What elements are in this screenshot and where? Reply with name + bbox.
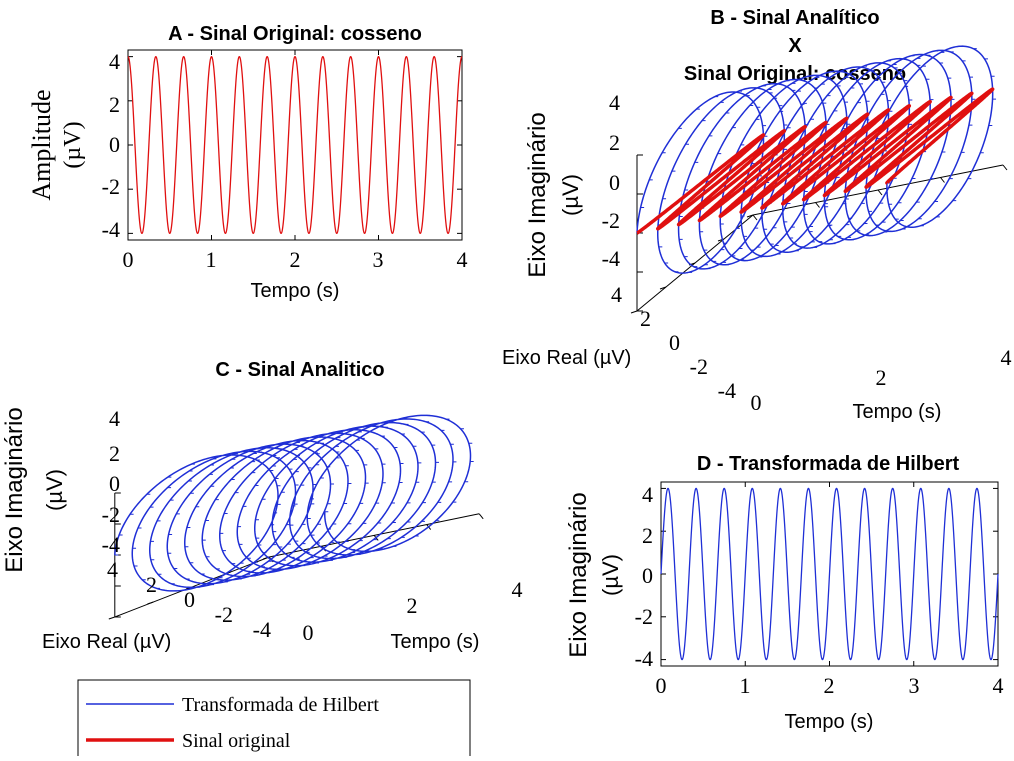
panel-c-imag-tick-m2: -2 [102,502,120,527]
panel-c-imag-tick-4: 4 [109,406,120,431]
panel-b-real-tick-4: 4 [611,282,622,307]
time-tick-mark [1002,164,1008,171]
panel-d-xlabel: Tempo (s) [785,711,874,733]
panel-d-ytick-m4: -4 [635,646,653,671]
panel-b-real-tick-m2: -2 [690,354,708,379]
time-tick-mark [877,189,883,196]
real-tick-mark [659,286,667,290]
panel-c-imag-label-unit: (µV) [42,469,67,511]
panel-d-ylabel-unit: (µV) [598,554,623,596]
panel-c-helix-markers [114,414,474,592]
panel-a-xtick-2: 2 [290,247,301,272]
legend-label-hilbert: Transformada de Hilbert [182,694,379,716]
panel-c-time-tick-0: 0 [303,620,314,645]
panel-c-imag-tick-2: 2 [109,441,120,466]
panel-c-axes-frame [108,492,484,620]
panel-b-time-tick-4: 4 [1001,345,1012,370]
panel-c-imag-tick-m4: -4 [102,532,120,557]
panel-c-time-label: Tempo (s) [391,631,480,653]
panel-b-time-tick-0: 0 [751,390,762,415]
panel-a-ytick-4: 4 [109,49,120,74]
real-tick-mark [147,601,154,605]
panel-c-title: C - Sinal Analitico [215,359,384,381]
panel-d-xtick-4: 4 [993,673,1004,698]
panel-c-imag-tick-0: 0 [109,471,120,496]
panel-d-hilbert-line [660,487,999,661]
panel-a-title: A - Sinal Original: cosseno [168,23,422,45]
panel-a-cosine-line [127,55,463,235]
panel-a-xtick-1: 1 [206,247,217,272]
panel-d: D - Transformada de Hilbert 0 1 2 3 4 4 … [565,453,1004,733]
panel-d-xtick-0: 0 [656,673,667,698]
panel-b-imag-tick-2: 2 [609,130,620,155]
legend-box [77,679,471,761]
panel-a-ticks [127,50,463,240]
real-tick-mark [108,616,115,620]
panel-b-time-tick-2: 2 [876,365,887,390]
panel-a-ytick-m2: -2 [102,174,120,199]
panel-a-axes-box [127,49,463,241]
panel-b-time-label: Tempo (s) [853,401,942,423]
panel-c-real-label: Eixo Real (µV) [42,631,171,653]
time-tick-mark [940,177,945,183]
panel-a: A - Sinal Original: cosseno 0 1 2 3 4 4 … [27,23,468,302]
panel-c: C - Sinal Analitico 4 2 0 -2 -4 4 2 0 -2… [1,359,523,653]
panel-b-imag-tick-m2: -2 [602,208,620,233]
panel-c-real-tick-m2: -2 [215,602,233,627]
panel-b-imag-tick-4: 4 [609,90,620,115]
panel-b-real-tick-2: 2 [640,306,651,331]
panel-b-imag-tick-m4: -4 [602,246,620,271]
panel-d-ylabel: Eixo Imaginário [565,492,592,657]
panel-a-xtick-0: 0 [123,247,134,272]
panel-c-real-tick-2: 2 [146,572,157,597]
panel-c-time-tick-4: 4 [512,577,523,602]
panel-c-time-tick-2: 2 [407,593,418,618]
panel-d-title: D - Transformada de Hilbert [697,453,960,475]
panel-d-ytick-0: 0 [642,563,653,588]
panel-a-ytick-2: 2 [109,92,120,117]
panel-b-imag-label: Eixo Imaginário [524,112,551,277]
panel-b: B - Sinal Analítico X Sinal Original: co… [502,7,1012,423]
panel-d-xtick-1: 1 [740,673,751,698]
panel-d-ytick-2: 2 [642,523,653,548]
panel-b-title-line2: X [788,35,802,57]
panel-c-real-tick-m4: -4 [253,617,271,642]
panel-a-xtick-4: 4 [457,247,468,272]
panel-a-xtick-3: 3 [373,247,384,272]
time-tick-mark [815,202,820,208]
legend: Transformada de Hilbert Sinal original [77,679,471,761]
legend-label-original: Sinal original [182,730,291,752]
time-tick-mark [752,214,758,221]
panel-b-title-line1: B - Sinal Analítico [710,7,879,29]
panel-a-ylabel: Amplitude [27,89,56,200]
panel-a-ytick-0: 0 [109,132,120,157]
panel-d-xtick-3: 3 [909,673,920,698]
panel-a-ylabel-unit: (µV) [60,121,86,168]
panel-d-xtick-2: 2 [824,673,835,698]
time-tick-mark [478,513,484,520]
panel-b-real-label: Eixo Real (µV) [502,347,631,369]
panel-d-ytick-4: 4 [642,482,653,507]
panel-b-real-tick-0: 0 [669,330,680,355]
panel-c-analytic-helix [114,414,472,592]
panel-c-real-tick-4: 4 [107,557,118,582]
panel-d-ytick-m2: -2 [635,604,653,629]
panel-b-imag-label-unit: (µV) [558,174,583,216]
real-tick-mark [746,214,754,218]
panel-b-imag-tick-0: 0 [609,170,620,195]
real-tick-mark [630,310,638,314]
panel-c-real-tick-0: 0 [184,587,195,612]
panel-b-original-signal [635,87,995,235]
panel-b-real-tick-m4: -4 [718,378,736,403]
panel-c-imag-label: Eixo Imaginário [1,407,28,572]
panel-a-ytick-m4: -4 [102,217,120,242]
panel-d-ticks [660,482,999,666]
panel-a-xlabel: Tempo (s) [251,280,340,302]
